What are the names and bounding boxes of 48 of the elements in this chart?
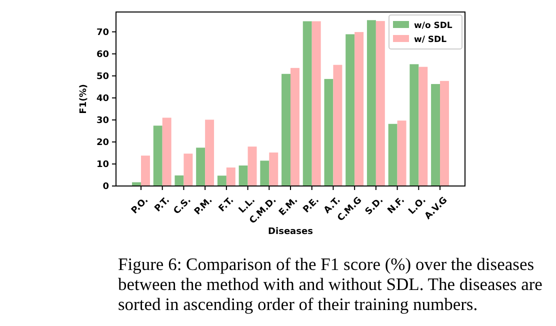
bar bbox=[269, 152, 278, 186]
y-tick-label: 0 bbox=[102, 182, 109, 192]
y-axis-title: F1(%) bbox=[79, 84, 89, 114]
bar bbox=[410, 64, 419, 186]
x-tick-label: P.T. bbox=[153, 196, 172, 214]
bar bbox=[333, 64, 342, 186]
bar bbox=[217, 176, 226, 186]
bar bbox=[226, 168, 236, 186]
y-tick-label: 30 bbox=[96, 116, 109, 126]
bar bbox=[184, 154, 193, 186]
legend-label: w/o SDL bbox=[414, 20, 453, 31]
y-tick-label: 50 bbox=[96, 72, 109, 82]
bar bbox=[174, 175, 184, 186]
x-tick-label: P.E. bbox=[302, 196, 322, 216]
bar bbox=[388, 124, 398, 186]
bar bbox=[260, 160, 270, 186]
bar bbox=[140, 156, 150, 186]
x-tick-label: C.S. bbox=[172, 196, 194, 217]
bar bbox=[153, 126, 162, 186]
bar bbox=[346, 34, 355, 186]
x-tick-label: F.T. bbox=[217, 196, 236, 214]
bar bbox=[290, 68, 300, 186]
bar bbox=[376, 21, 385, 186]
x-tick-label: P.O. bbox=[130, 196, 151, 216]
bar bbox=[366, 20, 376, 186]
y-tick-label: 70 bbox=[96, 28, 109, 38]
bar bbox=[418, 66, 428, 186]
legend-label: w/ SDL bbox=[414, 34, 448, 45]
bar bbox=[302, 21, 312, 186]
bar bbox=[282, 74, 290, 186]
bar bbox=[324, 78, 334, 186]
y-tick-label: 60 bbox=[96, 50, 109, 60]
bar bbox=[205, 120, 214, 186]
bar bbox=[196, 148, 206, 186]
y-tick-label: 10 bbox=[96, 160, 109, 170]
y-tick-label: 40 bbox=[96, 94, 109, 104]
x-axis-title: Diseases bbox=[268, 227, 313, 237]
bar bbox=[431, 84, 440, 186]
bar bbox=[440, 80, 449, 186]
bar bbox=[238, 166, 248, 186]
y-tick-label: 20 bbox=[96, 138, 109, 148]
caption: Figure 6: Comparison of the F1 score (%) over the diseases between the method with and without SDL. The diseases are sorted in ascending order of their training numbers. bbox=[118, 254, 544, 314]
bar bbox=[312, 21, 321, 186]
bar bbox=[354, 32, 364, 186]
bar bbox=[397, 120, 406, 186]
bar bbox=[162, 118, 172, 186]
x-tick-label: S.D. bbox=[364, 196, 386, 218]
bar bbox=[248, 146, 257, 186]
